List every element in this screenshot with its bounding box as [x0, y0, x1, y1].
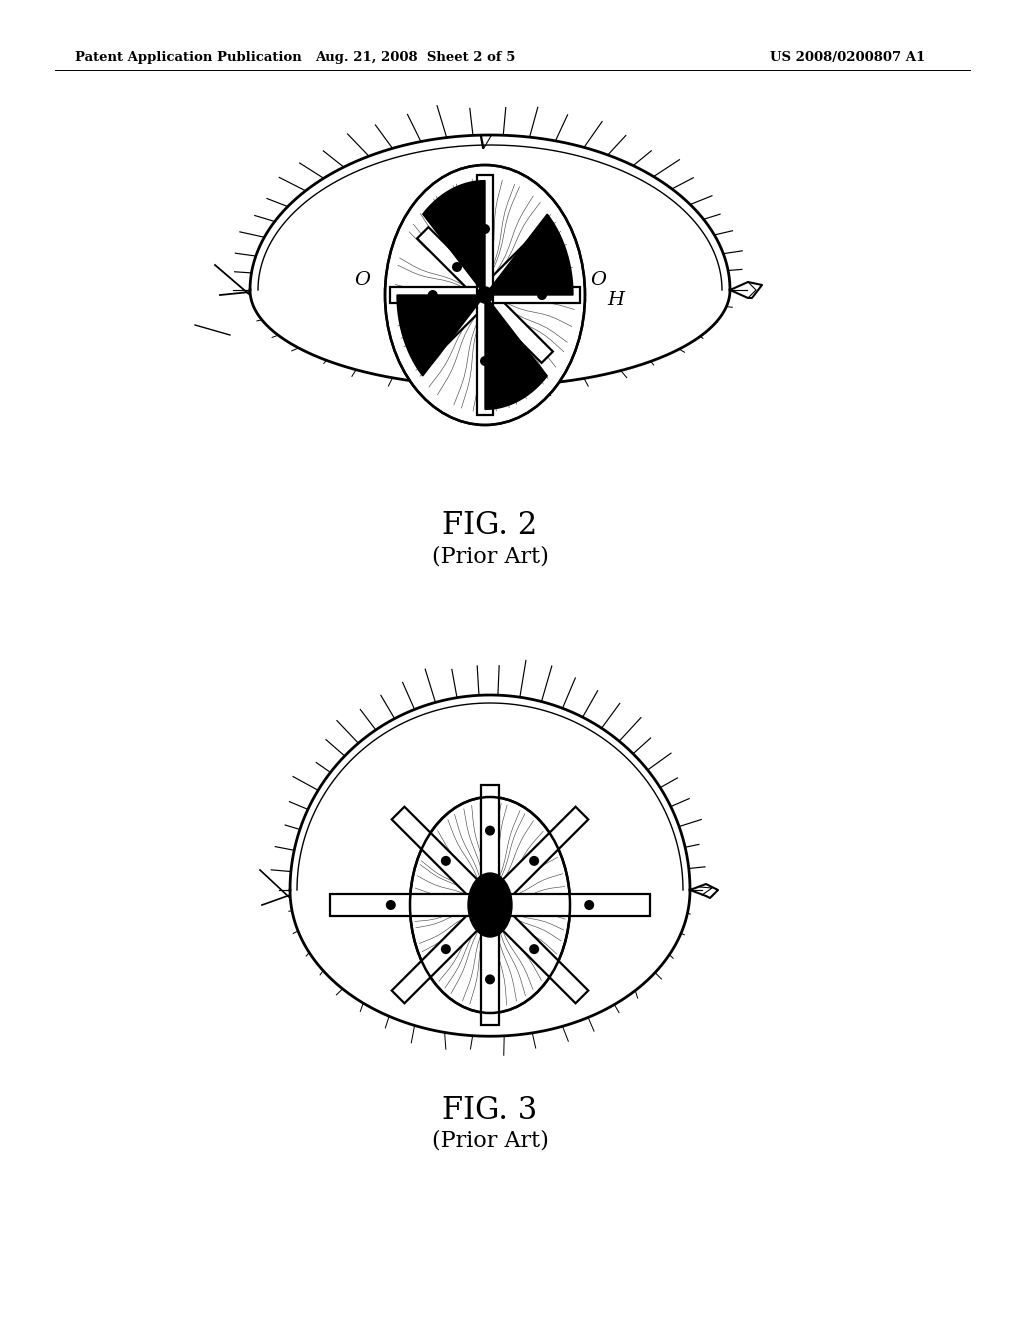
Circle shape	[428, 290, 437, 300]
Text: (Prior Art): (Prior Art)	[431, 545, 549, 568]
Circle shape	[441, 855, 451, 866]
Text: US 2008/0200807 A1: US 2008/0200807 A1	[770, 51, 926, 65]
Ellipse shape	[468, 873, 512, 937]
Polygon shape	[417, 227, 553, 363]
Polygon shape	[485, 214, 573, 294]
Circle shape	[529, 855, 539, 866]
Polygon shape	[485, 294, 547, 409]
Polygon shape	[397, 294, 485, 376]
Circle shape	[537, 290, 547, 300]
Ellipse shape	[385, 165, 585, 425]
Circle shape	[485, 825, 495, 836]
Polygon shape	[392, 807, 588, 1003]
Polygon shape	[392, 807, 588, 1003]
Text: (Prior Art): (Prior Art)	[431, 1130, 549, 1152]
Text: Patent Application Publication: Patent Application Publication	[75, 51, 302, 65]
Text: V: V	[477, 135, 493, 153]
Ellipse shape	[410, 797, 570, 1012]
Circle shape	[441, 944, 451, 954]
Circle shape	[452, 261, 462, 272]
Circle shape	[529, 944, 539, 954]
Circle shape	[386, 900, 396, 909]
Circle shape	[585, 900, 594, 909]
Polygon shape	[477, 176, 493, 414]
Polygon shape	[481, 785, 499, 1026]
Polygon shape	[330, 894, 650, 916]
Text: O: O	[354, 271, 370, 289]
Polygon shape	[390, 286, 580, 304]
Text: FIG. 2: FIG. 2	[442, 510, 538, 541]
Polygon shape	[417, 227, 553, 363]
Circle shape	[508, 261, 518, 272]
Circle shape	[485, 974, 495, 985]
Circle shape	[477, 286, 493, 304]
Text: FIG. 3: FIG. 3	[442, 1096, 538, 1126]
Circle shape	[480, 224, 490, 234]
Polygon shape	[423, 181, 485, 294]
Text: O: O	[590, 271, 606, 289]
Circle shape	[480, 356, 490, 366]
Text: Aug. 21, 2008  Sheet 2 of 5: Aug. 21, 2008 Sheet 2 of 5	[314, 51, 515, 65]
Text: H: H	[607, 290, 624, 309]
